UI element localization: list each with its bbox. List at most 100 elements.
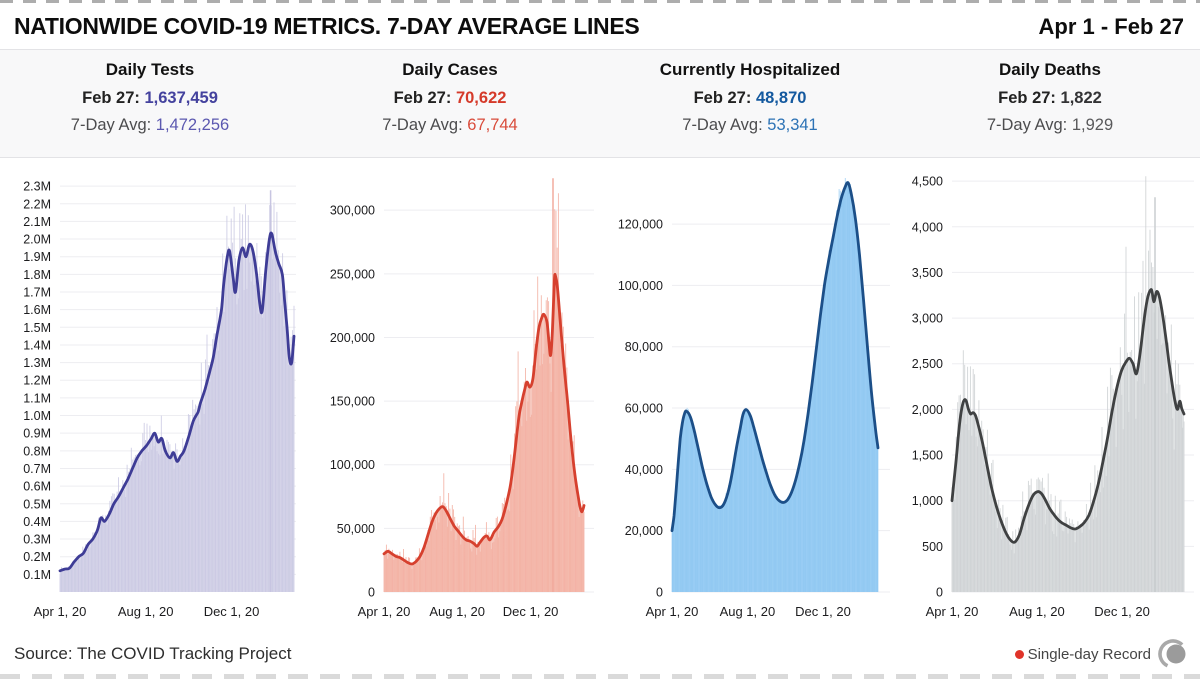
- svg-text:80,000: 80,000: [625, 340, 663, 354]
- stat-avg-value: 1,929: [1071, 116, 1114, 134]
- stat-currently-hospitalized: Currently Hospitalized Feb 27: 48,870 7-…: [600, 60, 900, 143]
- svg-text:2.3M: 2.3M: [23, 180, 51, 194]
- page-title: NATIONWIDE COVID-19 METRICS. 7-DAY AVERA…: [14, 13, 640, 39]
- svg-text:Aug 1, 20: Aug 1, 20: [429, 604, 485, 619]
- svg-text:Apr 1, 20: Apr 1, 20: [926, 604, 979, 619]
- stat-avg-label: 7-Day Avg:: [382, 116, 463, 134]
- svg-text:Dec 1, 20: Dec 1, 20: [795, 604, 851, 619]
- stat-date-label: Feb 27:: [393, 89, 452, 107]
- svg-text:Aug 1, 20: Aug 1, 20: [720, 604, 776, 619]
- svg-text:Apr 1, 20: Apr 1, 20: [34, 604, 87, 619]
- stat-title: Daily Tests: [105, 60, 195, 79]
- svg-text:0.9M: 0.9M: [23, 427, 51, 441]
- covid-tracking-project-logo-icon: [1158, 639, 1188, 669]
- stat-title: Daily Deaths: [998, 60, 1102, 79]
- svg-text:2.1M: 2.1M: [23, 215, 51, 229]
- svg-text:20,000: 20,000: [625, 524, 663, 538]
- svg-text:0.8M: 0.8M: [23, 444, 51, 458]
- svg-text:60,000: 60,000: [625, 402, 663, 416]
- svg-text:0.6M: 0.6M: [23, 480, 51, 494]
- chart-daily-tests: 0.1M 0.2M 0.3M 0.4M 0.5M 0.6M 0.7M 0.8M 0.9M 1.0M…: [2, 172, 298, 629]
- svg-text:Aug 1, 20: Aug 1, 20: [1009, 604, 1065, 619]
- stat-avg-label: 7-Day Avg:: [682, 116, 763, 134]
- svg-text:2.2M: 2.2M: [23, 197, 51, 211]
- record-dot-icon: [1014, 649, 1024, 659]
- svg-text:1.6M: 1.6M: [23, 303, 51, 317]
- svg-text:3,500: 3,500: [912, 266, 943, 280]
- svg-text:0.4M: 0.4M: [23, 515, 51, 529]
- stat-date-label: Feb 27:: [82, 89, 140, 107]
- svg-text:2,500: 2,500: [912, 357, 943, 371]
- daily-deaths-chart: 0 500 1,000 1,500 2,000 2,500 3,000 3,500 4,000 4…: [912, 175, 1194, 619]
- top-edge-dashes: [0, 0, 1200, 3]
- chart-daily-cases: 0 50,000 100,000 150,000 200,000 250,000 300,0…: [298, 172, 596, 629]
- source-credit: Source: The COVID Tracking Project: [14, 644, 292, 663]
- svg-text:0.7M: 0.7M: [23, 462, 51, 476]
- stat-avg-value: 67,744: [467, 116, 518, 134]
- stat-avg-value: 53,341: [767, 116, 818, 134]
- charts-row: 0.1M 0.2M 0.3M 0.4M 0.5M 0.6M 0.7M 0.8M 0.9M 1.0M…: [0, 158, 1200, 629]
- svg-text:0.1M: 0.1M: [23, 568, 51, 582]
- svg-text:2.0M: 2.0M: [23, 233, 51, 247]
- chart-daily-deaths: 0 500 1,000 1,500 2,000 2,500 3,000 3,500 4,000 4…: [892, 172, 1196, 629]
- stat-value: 1,637,459: [144, 89, 218, 107]
- svg-text:150,000: 150,000: [330, 395, 375, 409]
- stat-title: Currently Hospitalized: [659, 60, 841, 79]
- svg-text:4,000: 4,000: [912, 220, 943, 234]
- svg-text:1.3M: 1.3M: [23, 356, 51, 370]
- svg-text:1.1M: 1.1M: [23, 391, 51, 405]
- stat-date-label: Feb 27:: [693, 89, 752, 107]
- svg-text:Apr 1, 20: Apr 1, 20: [358, 604, 411, 619]
- svg-text:500: 500: [922, 540, 943, 554]
- svg-text:1.8M: 1.8M: [23, 268, 51, 282]
- svg-text:200,000: 200,000: [330, 331, 375, 345]
- svg-text:100,000: 100,000: [330, 458, 375, 472]
- svg-text:1.0M: 1.0M: [23, 409, 51, 423]
- svg-text:0: 0: [656, 586, 663, 600]
- stat-value: 48,870: [755, 89, 807, 107]
- svg-text:2,000: 2,000: [912, 403, 943, 417]
- header: NATIONWIDE COVID-19 METRICS. 7-DAY AVERA…: [0, 3, 1200, 49]
- stat-avg-value: 1,472,256: [155, 116, 230, 134]
- svg-text:40,000: 40,000: [625, 463, 663, 477]
- svg-text:0.2M: 0.2M: [23, 550, 51, 564]
- svg-text:1.2M: 1.2M: [23, 374, 51, 388]
- svg-text:Apr 1, 20: Apr 1, 20: [646, 604, 699, 619]
- svg-text:0.5M: 0.5M: [23, 497, 51, 511]
- svg-text:50,000: 50,000: [337, 522, 375, 536]
- stat-value: 70,622: [455, 89, 507, 107]
- stat-daily-deaths: Daily Deaths Feb 27: 1,822 7-Day Avg: 1,…: [900, 60, 1200, 143]
- svg-text:4,500: 4,500: [912, 175, 943, 189]
- svg-text:0: 0: [936, 586, 943, 600]
- svg-text:1.4M: 1.4M: [23, 338, 51, 352]
- stats-bar: Daily Tests Feb 27: 1,637,459 7-Day Avg:…: [0, 49, 1200, 158]
- svg-text:100,000: 100,000: [618, 279, 663, 293]
- stat-date-label: Feb 27:: [998, 89, 1056, 107]
- svg-text:1.7M: 1.7M: [23, 286, 51, 300]
- svg-text:Dec 1, 20: Dec 1, 20: [1094, 604, 1150, 619]
- footer-legend: Single-day Record: [1014, 638, 1190, 670]
- legend-label: Single-day Record: [1027, 645, 1151, 663]
- currently-hospitalized-chart: 0 20,000 40,000 60,000 80,000 100,000 120,000 A…: [618, 178, 890, 619]
- daily-tests-chart: 0.1M 0.2M 0.3M 0.4M 0.5M 0.6M 0.7M 0.8M 0.9M 1.0M…: [23, 180, 296, 619]
- bottom-edge-dashes: [0, 674, 1200, 679]
- svg-text:1,500: 1,500: [912, 449, 943, 463]
- svg-text:300,000: 300,000: [330, 204, 375, 218]
- svg-text:1,000: 1,000: [912, 494, 943, 508]
- svg-text:1.9M: 1.9M: [23, 250, 51, 264]
- daily-cases-chart: 0 50,000 100,000 150,000 200,000 250,000 300,0…: [330, 178, 594, 619]
- svg-text:3,000: 3,000: [912, 312, 943, 326]
- stat-daily-tests: Daily Tests Feb 27: 1,637,459 7-Day Avg:…: [0, 60, 300, 143]
- stat-daily-cases: Daily Cases Feb 27: 70,622 7-Day Avg: 67…: [300, 60, 600, 143]
- footer: Source: The COVID Tracking Project Singl…: [0, 629, 1200, 672]
- svg-text:120,000: 120,000: [618, 218, 663, 232]
- svg-text:1.5M: 1.5M: [23, 321, 51, 335]
- svg-text:0: 0: [368, 586, 375, 600]
- stat-avg-label: 7-Day Avg:: [986, 116, 1068, 134]
- svg-text:Dec 1, 20: Dec 1, 20: [503, 604, 559, 619]
- stat-value: 1,822: [1060, 89, 1102, 107]
- date-range: Apr 1 - Feb 27: [1038, 13, 1184, 39]
- svg-text:Dec 1, 20: Dec 1, 20: [204, 604, 260, 619]
- svg-text:0.3M: 0.3M: [23, 533, 51, 547]
- stat-avg-label: 7-Day Avg:: [70, 116, 152, 134]
